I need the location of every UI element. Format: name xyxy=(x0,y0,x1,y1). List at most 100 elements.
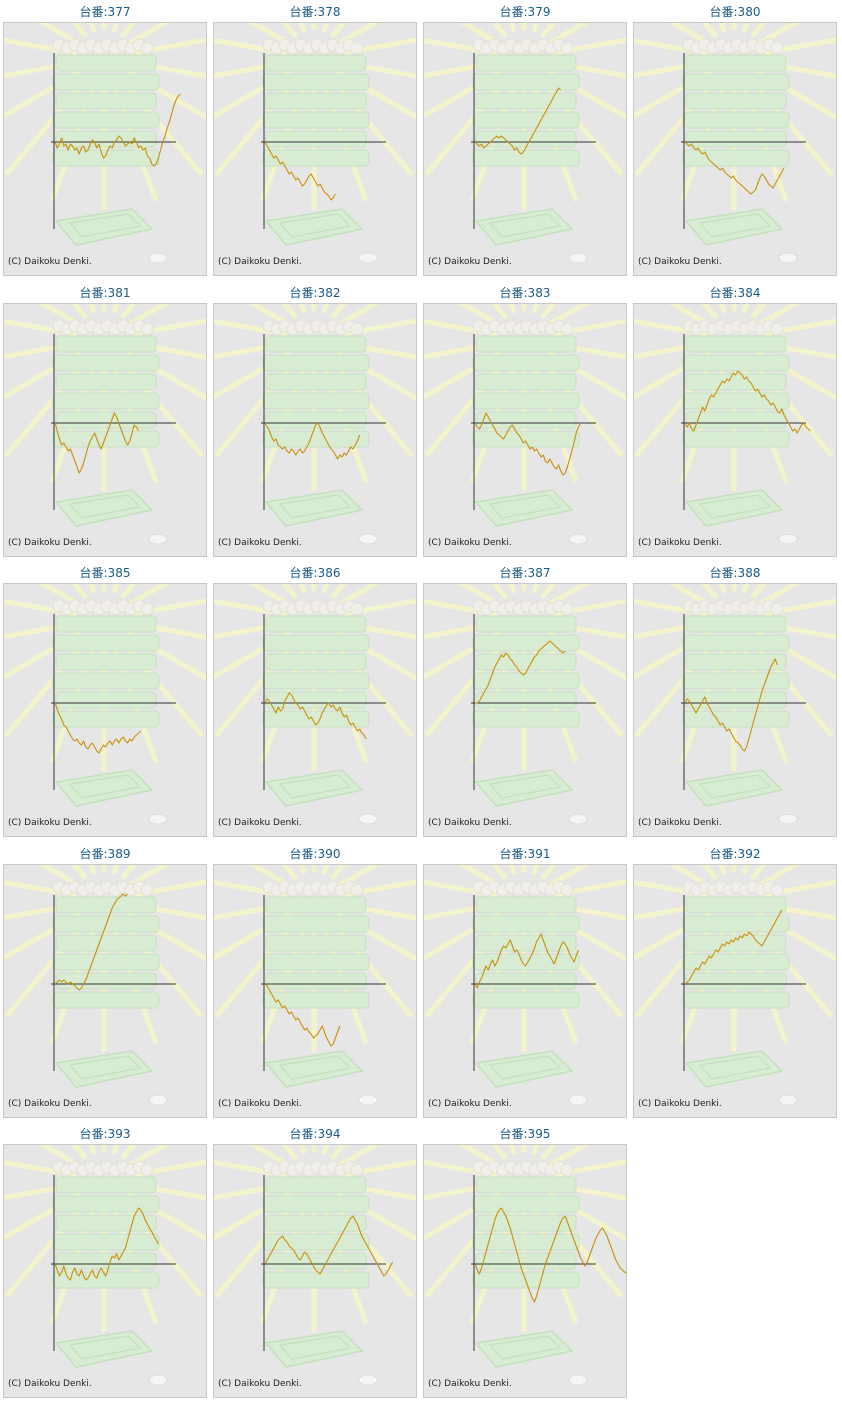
series-line xyxy=(684,658,778,752)
series-line xyxy=(475,640,566,704)
machine-chart-3: 台番:379 (C) Daikoku Denki. xyxy=(422,3,628,280)
chart-panel: (C) Daikoku Denki. xyxy=(423,1144,627,1398)
series-line xyxy=(264,141,336,201)
machine-chart-11: 台番:387 (C) Daikoku Denki. xyxy=(422,564,628,841)
chart-panel: (C) Daikoku Denki. xyxy=(213,863,417,1118)
chart-panel: (C) Daikoku Denki. xyxy=(213,302,417,557)
background-art xyxy=(424,864,626,1105)
chart-svg xyxy=(214,864,416,1105)
chart-panel: (C) Daikoku Denki. xyxy=(213,22,417,276)
background-art xyxy=(214,584,416,825)
background-art xyxy=(424,584,626,825)
copyright-text: (C) Daikoku Denki. xyxy=(218,1379,302,1389)
background-art xyxy=(4,303,206,544)
chart-title[interactable]: 台番:385 xyxy=(79,566,131,580)
background-art xyxy=(634,303,836,544)
series-line xyxy=(474,87,562,155)
chart-title[interactable]: 台番:381 xyxy=(79,285,131,300)
chart-panel: (C) Daikoku Denki. xyxy=(633,22,837,276)
copyright-text: (C) Daikoku Denki. xyxy=(638,537,722,548)
chart-title[interactable]: 台番:380 xyxy=(709,5,761,19)
background-art xyxy=(4,864,206,1105)
series-line xyxy=(264,1215,394,1277)
series-line xyxy=(54,702,142,754)
copyright-text: (C) Daikoku Denki. xyxy=(8,537,92,548)
machine-chart-19: 台番:395 (C) Daikoku Denki. xyxy=(422,1125,628,1402)
series-line xyxy=(264,983,341,1047)
series-line xyxy=(54,1207,159,1281)
background-art xyxy=(214,303,416,544)
background-art xyxy=(4,584,206,825)
copyright-text: (C) Daikoku Denki. xyxy=(428,537,512,548)
chart-panel: (C) Daikoku Denki. xyxy=(213,1144,417,1398)
copyright-text: (C) Daikoku Denki. xyxy=(218,818,302,828)
machine-chart-14: 台番:390 (C) Daikoku Denki. xyxy=(212,845,418,1122)
chart-panel: (C) Daikoku Denki. xyxy=(3,583,207,837)
chart-panel: (C) Daikoku Denki. xyxy=(423,302,627,557)
chart-title[interactable]: 台番:390 xyxy=(289,846,341,861)
machine-chart-1: 台番:377 (C) Daikoku Denki. xyxy=(2,3,208,280)
series-line xyxy=(474,932,579,989)
copyright-text: (C) Daikoku Denki. xyxy=(428,818,512,828)
chart-title[interactable]: 台番:393 xyxy=(79,1127,131,1141)
machine-chart-12: 台番:388 (C) Daikoku Denki. xyxy=(632,564,838,841)
chart-svg xyxy=(4,584,206,825)
copyright-text: (C) Daikoku Denki. xyxy=(428,1379,512,1389)
chart-svg xyxy=(424,864,626,1105)
copyright-text: (C) Daikoku Denki. xyxy=(8,257,92,267)
chart-svg xyxy=(634,303,836,544)
chart-svg xyxy=(214,303,416,544)
chart-panel: (C) Daikoku Denki. xyxy=(3,863,207,1118)
chart-title[interactable]: 台番:389 xyxy=(79,846,131,861)
series-line xyxy=(474,1207,626,1303)
copyright-text: (C) Daikoku Denki. xyxy=(638,1098,722,1109)
chart-svg xyxy=(634,584,836,825)
machine-chart-17: 台番:393 (C) Daikoku Denki. xyxy=(2,1125,208,1402)
machine-chart-16: 台番:392 (C) Daikoku Denki. xyxy=(632,845,838,1122)
machine-chart-6: 台番:382 (C) Daikoku Denki. xyxy=(212,284,418,561)
chart-svg xyxy=(634,864,836,1105)
chart-title[interactable]: 台番:379 xyxy=(499,5,551,19)
copyright-text: (C) Daikoku Denki. xyxy=(218,537,302,548)
background-art xyxy=(4,23,206,264)
chart-title[interactable]: 台番:382 xyxy=(289,285,341,300)
chart-panel: (C) Daikoku Denki. xyxy=(633,583,837,837)
copyright-text: (C) Daikoku Denki. xyxy=(8,1098,92,1109)
chart-panel: (C) Daikoku Denki. xyxy=(423,863,627,1118)
chart-title[interactable]: 台番:387 xyxy=(499,566,551,580)
copyright-text: (C) Daikoku Denki. xyxy=(218,257,302,267)
machine-chart-18: 台番:394 (C) Daikoku Denki. xyxy=(212,1125,418,1402)
chart-panel: (C) Daikoku Denki. xyxy=(633,863,837,1118)
background-art xyxy=(4,1145,206,1386)
chart-title[interactable]: 台番:395 xyxy=(499,1127,551,1141)
chart-title[interactable]: 台番:386 xyxy=(289,566,341,580)
series-line xyxy=(474,411,582,476)
chart-title[interactable]: 台番:378 xyxy=(289,5,341,19)
chart-svg xyxy=(4,23,206,264)
background-art xyxy=(214,23,416,264)
machine-chart-10: 台番:386 (C) Daikoku Denki. xyxy=(212,564,418,841)
chart-svg xyxy=(214,23,416,264)
chart-panel: (C) Daikoku Denki. xyxy=(3,22,207,276)
chart-panel: (C) Daikoku Denki. xyxy=(213,583,417,837)
chart-title[interactable]: 台番:383 xyxy=(499,285,551,300)
chart-title[interactable]: 台番:384 xyxy=(709,285,761,300)
chart-svg xyxy=(4,1145,206,1386)
copyright-text: (C) Daikoku Denki. xyxy=(428,1098,512,1109)
chart-svg xyxy=(634,23,836,264)
chart-svg xyxy=(424,1145,626,1386)
series-line xyxy=(54,411,140,474)
chart-title[interactable]: 台番:392 xyxy=(709,846,761,861)
chart-title[interactable]: 台番:377 xyxy=(79,5,131,19)
background-art xyxy=(634,584,836,825)
copyright-text: (C) Daikoku Denki. xyxy=(638,818,722,828)
background-art xyxy=(424,303,626,544)
background-art xyxy=(634,23,836,264)
chart-title[interactable]: 台番:388 xyxy=(709,566,761,580)
chart-svg xyxy=(214,584,416,825)
series-line xyxy=(684,141,785,195)
chart-title[interactable]: 台番:394 xyxy=(289,1127,341,1141)
chart-title[interactable]: 台番:391 xyxy=(499,846,551,861)
machine-chart-7: 台番:383 (C) Daikoku Denki. xyxy=(422,284,628,561)
chart-panel: (C) Daikoku Denki. xyxy=(3,1144,207,1398)
